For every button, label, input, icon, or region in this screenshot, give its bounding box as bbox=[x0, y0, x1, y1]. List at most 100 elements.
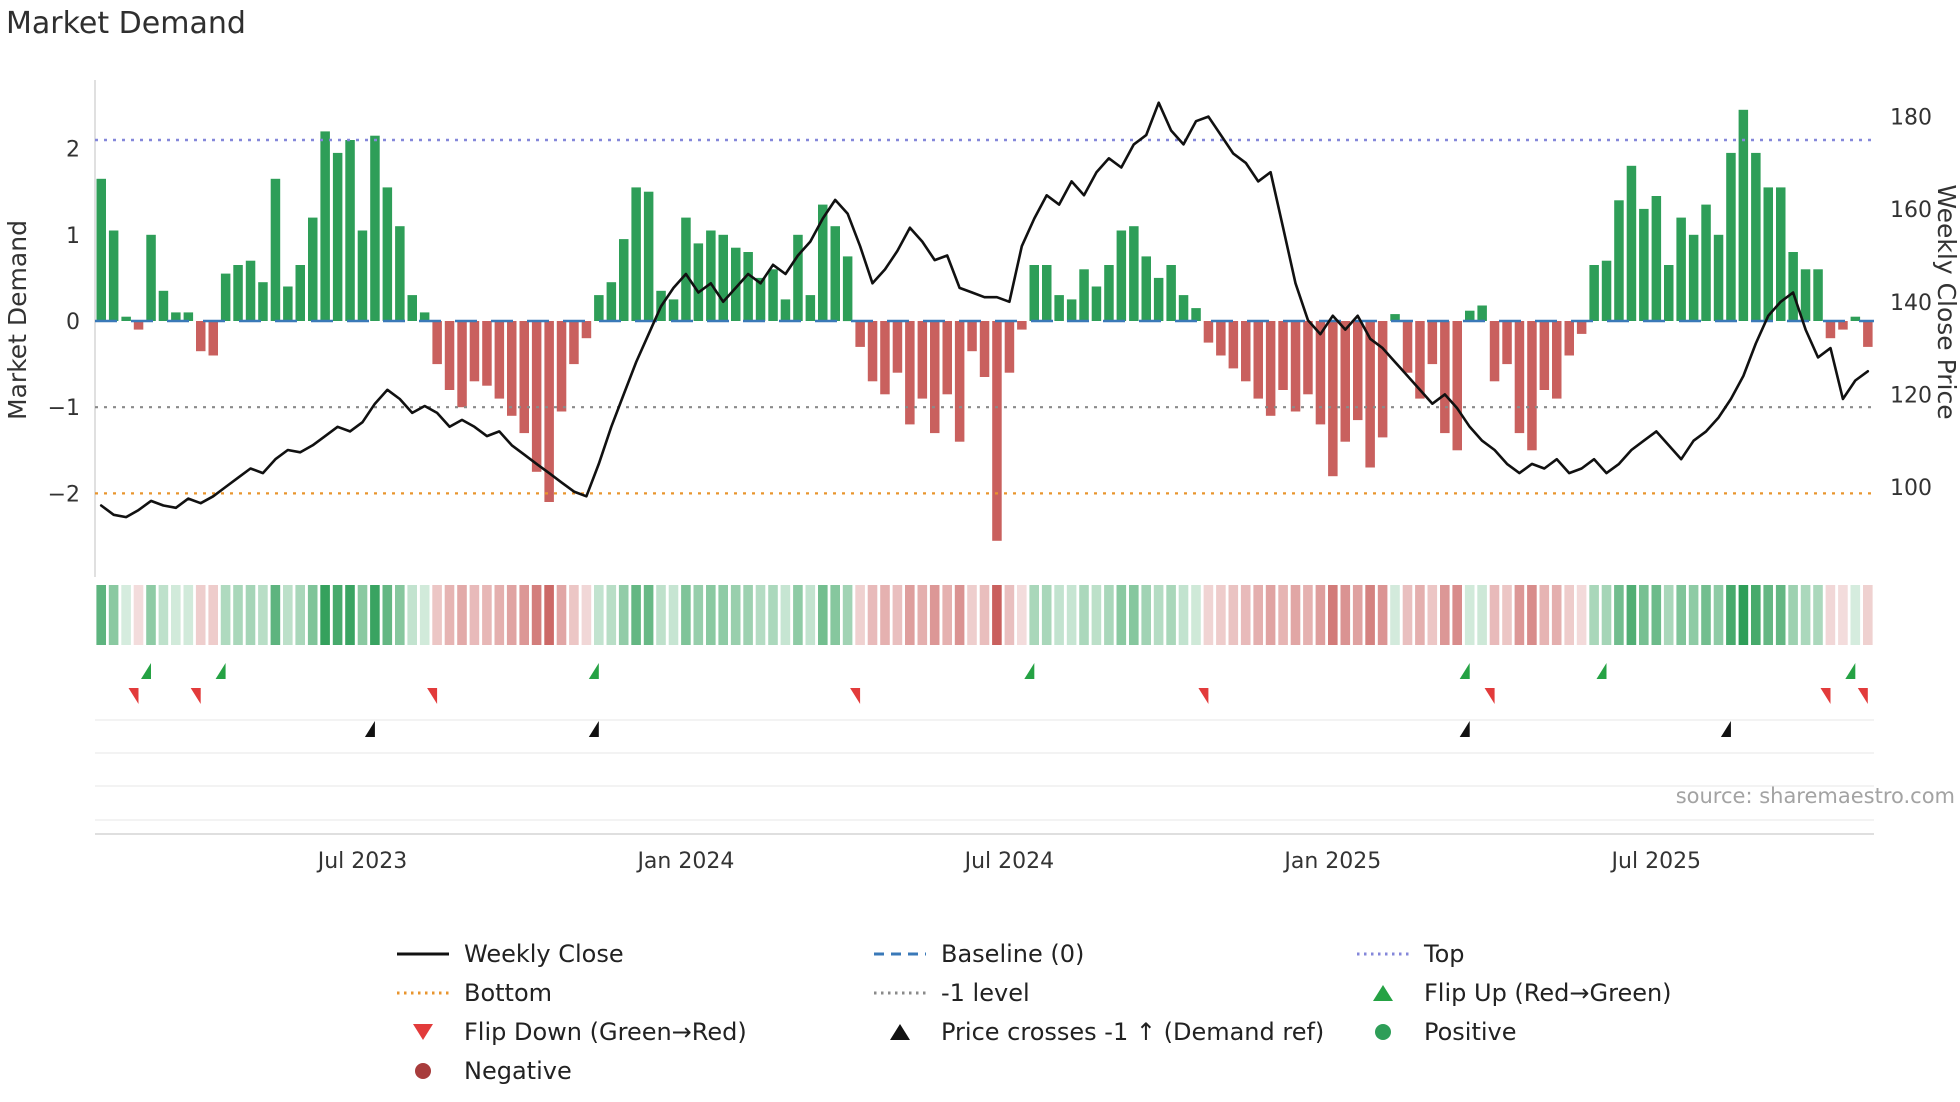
demand-bar bbox=[1377, 321, 1388, 438]
demand-bar bbox=[631, 187, 641, 321]
demand-bar bbox=[357, 230, 368, 321]
heatmap-cell bbox=[1041, 585, 1052, 645]
demand-bar bbox=[1278, 321, 1288, 390]
demand-bar bbox=[569, 321, 579, 365]
demand-bar bbox=[1763, 187, 1773, 321]
heatmap-cell bbox=[1477, 585, 1487, 645]
legend-column-1: Weekly Close Bottom Flip Down (Green→Red… bbox=[395, 934, 747, 1090]
heatmap-cell bbox=[345, 585, 355, 645]
heatmap-cell bbox=[1763, 585, 1773, 645]
demand-bar bbox=[245, 260, 256, 321]
heatmap-cell bbox=[407, 585, 417, 645]
heatmap-cell bbox=[1800, 585, 1811, 645]
heatmap-cell bbox=[1663, 585, 1674, 645]
heatmap-cell bbox=[220, 585, 231, 645]
demand-bar bbox=[1850, 316, 1861, 321]
heatmap-cell bbox=[656, 585, 666, 645]
demand-bar bbox=[917, 321, 928, 399]
x-axis-tick: Jul 2025 bbox=[1610, 849, 1702, 874]
demand-bar bbox=[1614, 200, 1624, 321]
heatmap-cell bbox=[1825, 585, 1836, 645]
demand-bar bbox=[544, 321, 554, 502]
demand-bar bbox=[606, 282, 617, 321]
demand-bar bbox=[1290, 321, 1301, 412]
heatmap-cell bbox=[743, 585, 753, 645]
heatmap-cell bbox=[1153, 585, 1164, 645]
demand-bar bbox=[1626, 165, 1637, 321]
legend-label: Negative bbox=[464, 1056, 572, 1085]
demand-bar bbox=[1651, 196, 1662, 321]
demand-bar bbox=[320, 131, 330, 321]
demand-bar bbox=[1116, 230, 1127, 321]
demand-bar bbox=[867, 321, 878, 382]
demand-bar bbox=[1664, 265, 1674, 321]
demand-heatmap-strip bbox=[96, 585, 1873, 645]
demand-bar bbox=[1489, 321, 1500, 382]
legend-item-bottom: Bottom bbox=[395, 973, 747, 1012]
baseline-line-icon bbox=[874, 952, 926, 955]
heatmap-cell bbox=[1651, 585, 1662, 645]
demand-bar bbox=[270, 178, 281, 321]
heatmap-cell bbox=[880, 585, 890, 645]
heatmap-cell bbox=[171, 585, 181, 645]
demand-bar bbox=[1701, 204, 1711, 321]
heatmap-cell bbox=[1104, 585, 1114, 645]
flip-down-marker bbox=[427, 688, 438, 704]
demand-bar bbox=[1564, 321, 1574, 356]
demand-bar bbox=[1552, 321, 1562, 399]
legend-label: Flip Down (Green→Red) bbox=[464, 1017, 747, 1046]
right-axis-tick: 120 bbox=[1890, 383, 1932, 408]
heatmap-cell bbox=[768, 585, 778, 645]
heatmap-cell bbox=[1775, 585, 1786, 645]
demand-bar bbox=[1465, 310, 1475, 321]
heatmap-cell bbox=[395, 585, 405, 645]
demand-bars bbox=[96, 109, 1873, 541]
heatmap-cell bbox=[1539, 585, 1550, 645]
demand-bar bbox=[1303, 321, 1313, 395]
heatmap-cell bbox=[469, 585, 480, 645]
demand-bar bbox=[1004, 321, 1015, 373]
demand-bar bbox=[768, 269, 778, 321]
demand-bar bbox=[1203, 321, 1214, 343]
flip-down-marker bbox=[128, 688, 139, 704]
flip-up-marker bbox=[1459, 663, 1470, 679]
flip-up-marker bbox=[588, 663, 599, 679]
heatmap-cell bbox=[1265, 585, 1276, 645]
legend-item-baseline: Baseline (0) bbox=[872, 934, 1324, 973]
heatmap-cell bbox=[681, 585, 691, 645]
demand-bar bbox=[1216, 321, 1226, 356]
heatmap-cell bbox=[357, 585, 368, 645]
heatmap-cell bbox=[444, 585, 455, 645]
legend-label: Top bbox=[1424, 939, 1465, 968]
flip-down-icon bbox=[413, 1023, 433, 1040]
demand-bar bbox=[643, 191, 654, 321]
heatmap-cell bbox=[905, 585, 915, 645]
demand-bar bbox=[594, 295, 604, 321]
heatmap-cell bbox=[1514, 585, 1525, 645]
heatmap-cell bbox=[1564, 585, 1574, 645]
negative-dot-icon bbox=[415, 1062, 431, 1079]
weekly-close-line bbox=[99, 101, 1870, 519]
demand-bar bbox=[233, 265, 243, 321]
left-axis-label: Market Demand bbox=[3, 220, 32, 420]
legend-label: Baseline (0) bbox=[941, 939, 1085, 968]
demand-bar bbox=[755, 277, 766, 321]
legend-item-positive: Positive bbox=[1355, 1012, 1672, 1051]
x-axis-tick: Jul 2023 bbox=[316, 849, 408, 874]
heatmap-cell bbox=[1377, 585, 1388, 645]
demand-bar bbox=[1738, 109, 1749, 321]
heatmap-cell bbox=[1502, 585, 1512, 645]
right-axis-tick: 160 bbox=[1890, 198, 1932, 223]
heatmap-cell bbox=[1116, 585, 1127, 645]
demand-bar bbox=[1340, 321, 1350, 442]
heatmap-cell bbox=[146, 585, 156, 645]
demand-bar bbox=[96, 178, 106, 321]
heatmap-cell bbox=[245, 585, 256, 645]
demand-bar bbox=[1477, 305, 1487, 321]
demand-bar bbox=[395, 226, 405, 321]
demand-bar bbox=[793, 234, 803, 321]
demand-bar bbox=[1788, 252, 1798, 321]
heatmap-cell bbox=[1489, 585, 1500, 645]
legend-label: Flip Up (Red→Green) bbox=[1424, 978, 1672, 1007]
heatmap-cell bbox=[1601, 585, 1612, 645]
